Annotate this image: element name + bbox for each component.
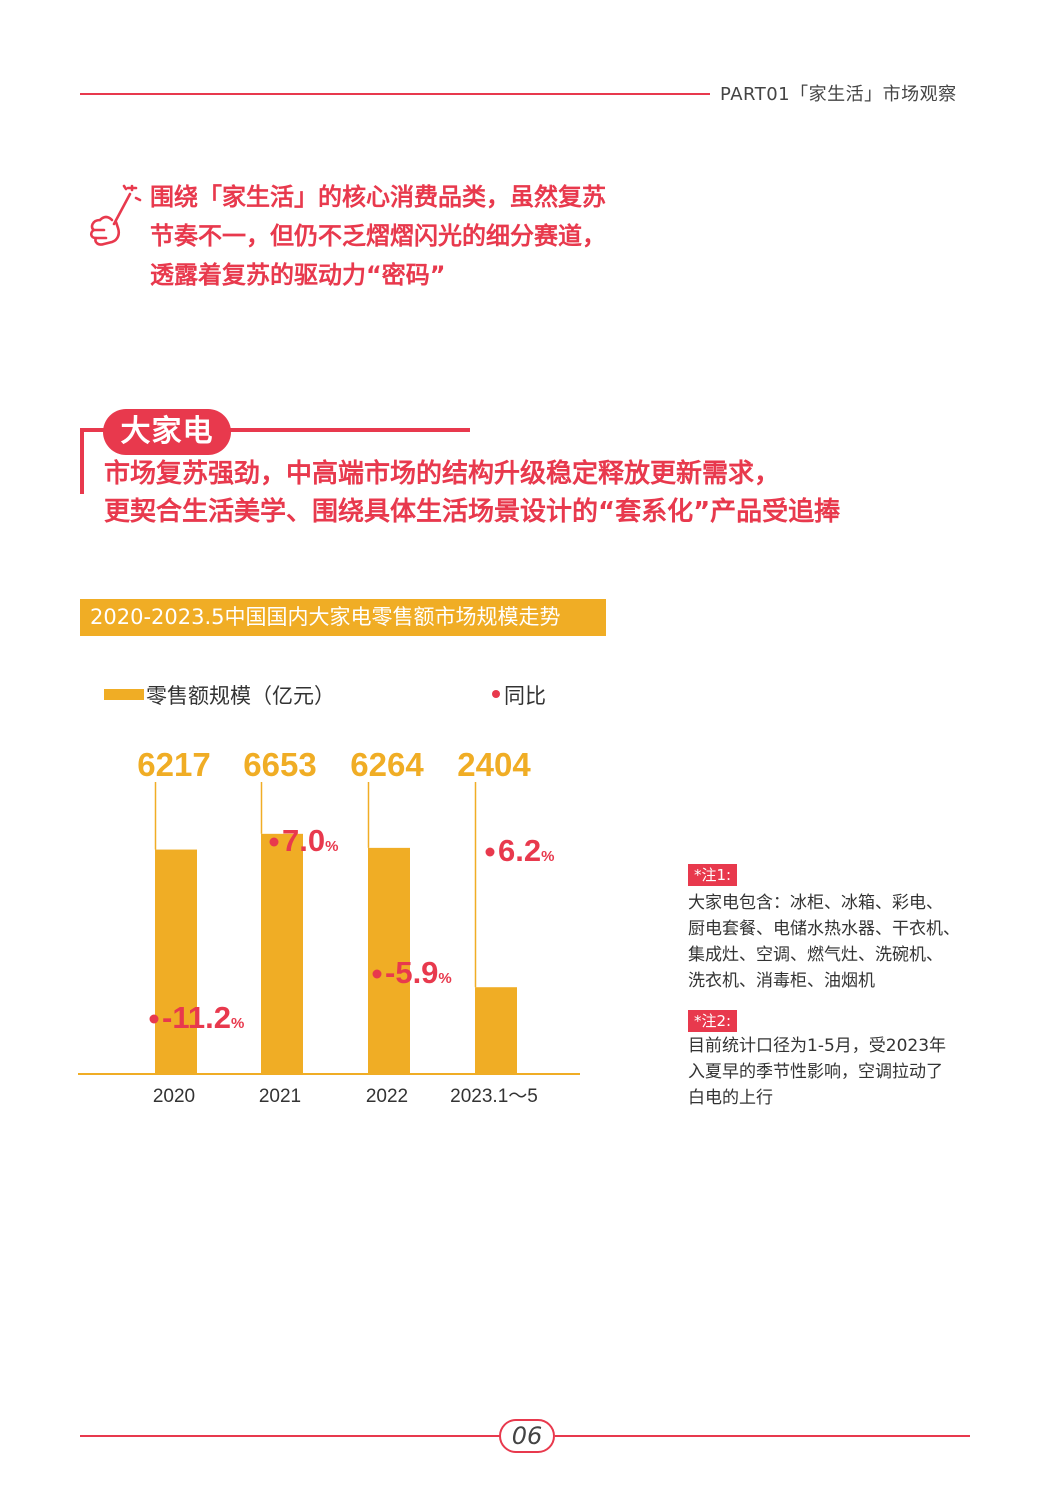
note-line: 大家电包含：冰柜、冰箱、彩电、 [688, 893, 943, 913]
bar-value-label: 2404 [457, 746, 531, 783]
footer-rule [555, 1435, 970, 1437]
bar-value-label: 6217 [137, 746, 210, 783]
header-rule [80, 93, 710, 95]
yoy-label: -5.9% [385, 955, 452, 990]
legend-dot-label: 同比 [504, 684, 546, 708]
retail-sales-chart: 6217 2020 -11.2% 6653 2021 7.0% 6264 2022 -5.9% 2… [78, 746, 580, 1107]
intro-line: 透露着复苏的驱动力“密码” [150, 261, 446, 289]
x-tick-label: 2023.1～5 [450, 1086, 538, 1107]
yoy-unit: % [231, 1015, 244, 1032]
intro-line: 节奏不一，但仍不乏熠熠闪光的细分赛道， [150, 222, 606, 250]
header-title: PART01「家生活」市场观察 [720, 84, 957, 105]
note-line: 白电的上行 [688, 1088, 773, 1108]
section-rule [228, 428, 470, 432]
legend-bar-swatch [104, 689, 144, 700]
yoy-label: 6.2% [498, 833, 554, 868]
yoy-dot [485, 847, 495, 857]
section-title: 大家电 [103, 409, 231, 455]
intro-line: 围绕「家生活」的核心消费品类，虽然复苏 [150, 183, 606, 211]
legend-bar-label: 零售额规模（亿元） [146, 684, 335, 708]
section-line: 市场复苏强劲，中高端市场的结构升级稳定释放更新需求， [104, 459, 781, 489]
note-line: 洗衣机、消毒柜、油烟机 [688, 971, 875, 991]
yoy-label: 7.0% [282, 823, 338, 858]
yoy-unit: % [541, 848, 554, 865]
yoy-dot [269, 837, 279, 847]
bar-value-label: 6264 [350, 746, 424, 783]
hand-sparkle-icon [89, 184, 142, 246]
chart-title: 2020-2023.5中国国内大家电零售额市场规模走势 [80, 599, 606, 636]
intro-text: 围绕「家生活」的核心消费品类，虽然复苏 节奏不一，但仍不乏熠熠闪光的细分赛道， … [150, 178, 770, 295]
x-tick-label: 2021 [259, 1086, 301, 1107]
bar [261, 833, 303, 1074]
yoy-unit: % [325, 838, 338, 855]
note-tag: *注2: [688, 1010, 738, 1032]
section-line: 更契合生活美学、围绕具体生活场景设计的“套系化”产品受追捧 [104, 497, 841, 527]
page-number: 06 [499, 1419, 555, 1453]
note-text: 目前统计口径为1-5月，受2023年 入夏早的季节性影响，空调拉动了 白电的上行 [688, 1033, 988, 1111]
legend-dot-swatch [492, 690, 500, 698]
note-line: 厨电套餐、电储水热水器、干衣机、 [688, 919, 960, 939]
note-text: 大家电包含：冰柜、冰箱、彩电、 厨电套餐、电储水热水器、干衣机、 集成灶、空调、… [688, 890, 988, 994]
bar [155, 849, 197, 1074]
bar [368, 847, 410, 1074]
note-line: 入夏早的季节性影响，空调拉动了 [688, 1062, 943, 1082]
x-tick-label: 2022 [366, 1086, 408, 1107]
note-tag: *注1: [688, 864, 738, 886]
section-bracket-top [80, 428, 112, 432]
section-bracket [80, 428, 84, 494]
yoy-dot [372, 969, 382, 979]
note-line: 目前统计口径为1-5月，受2023年 [688, 1036, 947, 1056]
footer-rule [80, 1435, 500, 1437]
yoy-label: -11.2% [162, 1000, 244, 1035]
note-line: 集成灶、空调、燃气灶、洗碗机、 [688, 945, 943, 965]
section-description: 市场复苏强劲，中高端市场的结构升级稳定释放更新需求， 更契合生活美学、围绕具体生… [104, 455, 840, 531]
x-tick-label: 2020 [153, 1086, 195, 1107]
yoy-dot [149, 1014, 159, 1024]
bar-value-label: 6653 [243, 746, 316, 783]
bar [475, 987, 517, 1074]
yoy-unit: % [438, 970, 451, 987]
